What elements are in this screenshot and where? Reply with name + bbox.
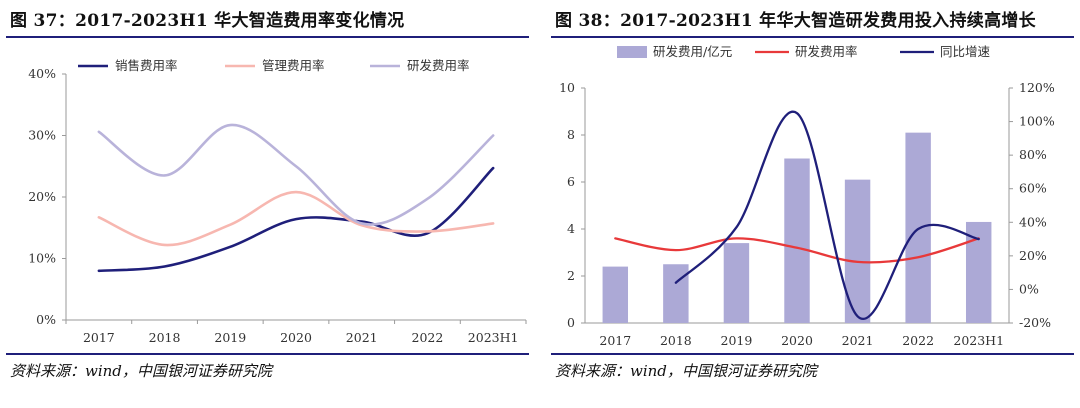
bar [723,243,750,323]
title-rule [551,36,1074,38]
y-right-tick-label: 0% [1019,281,1039,296]
source-rule [551,353,1074,355]
x-tick-label: 2021 [346,330,378,345]
x-tick-label: 2023H1 [953,333,1004,348]
series-line-1 [614,237,980,264]
rd-combo-chart: 0 2 4 6 8 10 -20% 0% 20% 40% 60% 80% 100% 120% 2017 201… [559,44,1055,348]
title-rule [6,36,529,38]
bar [784,158,810,323]
x-tick-label: 2020 [781,333,813,348]
y-left-tick-label: 6 [567,174,575,189]
x-tick-label: 2018 [149,330,181,345]
legend-label: 管理费用率 [262,58,325,73]
source-rule [6,353,529,355]
y-tick-label: 40% [28,66,56,81]
legend-label: 研发费用率 [407,58,470,73]
y-tick-label: 0% [36,312,56,327]
y-right-tick-label: 120% [1019,80,1055,95]
legend-label: 销售费用率 [115,58,178,73]
chart-panel-rd-investment: 图 38：2017-2023H1 年华大智造研发费用投入持续高增长 0 2 4 6 8 1… [545,0,1080,408]
x-tick-label: 2022 [902,333,934,348]
x-tick-label: 2017 [83,330,115,345]
y-left-tick-label: 4 [567,221,575,236]
y-left-tick-label: 0 [567,315,575,330]
x-tick-label: 2019 [214,330,246,345]
y-left-tick-label: 8 [567,127,575,142]
series-line-2 [674,110,980,320]
source-note: 资料来源：wind，中国银河证券研究院 [555,362,817,380]
expense-ratio-line-chart: 0% 10% 20% 30% 40% 2017 2018 2019 2020 2021 2022 20… [28,58,527,345]
y-tick-label: 30% [28,128,56,143]
x-tick-label: 2017 [599,333,631,348]
x-tick-label: 2023H1 [468,330,519,345]
legend-label: 同比增速 [940,44,991,59]
y-right-tick-label: 100% [1019,114,1055,129]
y-tick-label: 20% [28,189,56,204]
y-right-tick-label: 80% [1019,147,1047,162]
chart-title: 图 38：2017-2023H1 年华大智造研发费用投入持续高增长 [555,11,1036,31]
series-line-3 [97,123,495,226]
y-tick-label: 10% [28,251,56,266]
x-tick-label: 2020 [280,330,312,345]
source-note: 资料来源：wind，中国银河证券研究院 [10,362,272,380]
legend-label: 研发费用/亿元 [653,44,732,59]
y-left-tick-label: 10 [559,80,575,95]
series-line-2 [97,190,495,247]
x-tick-label: 2022 [412,330,444,345]
x-tick-label: 2021 [842,333,874,348]
bar [602,266,629,323]
y-right-tick-label: 60% [1019,181,1047,196]
bar [663,264,689,323]
x-tick-label: 2019 [721,333,753,348]
bar [965,221,992,323]
y-right-tick-label: -20% [1019,315,1051,330]
y-right-tick-label: 20% [1019,248,1047,263]
y-left-tick-label: 2 [567,268,575,283]
x-tick-label: 2018 [660,333,692,348]
chart-panel-expense-ratios: 图 37：2017-2023H1 华大智造费用率变化情况 0% 10% 20% 30%… [0,0,535,408]
series-line-1 [97,166,495,273]
chart-title: 图 37：2017-2023H1 华大智造费用率变化情况 [10,11,405,31]
legend-swatch [617,46,647,58]
legend-label: 研发费用率 [795,44,858,59]
y-right-tick-label: 40% [1019,214,1047,229]
